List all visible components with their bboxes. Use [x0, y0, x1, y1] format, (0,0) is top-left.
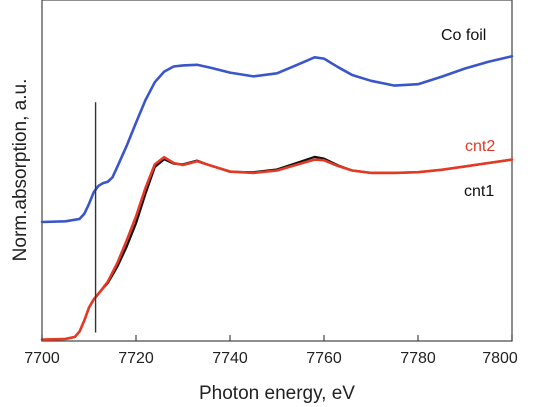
- x-axis: 7700 7720 7740 7760 7780 7800: [24, 335, 518, 367]
- x-tick-label: 7740: [212, 350, 248, 367]
- plot-area: [40, 0, 514, 342]
- x-tick-label: 7780: [400, 350, 436, 367]
- x-axis-title: Photon energy, eV: [199, 383, 355, 404]
- series-layer: [40, 54, 514, 341]
- plot-frame: [41, 0, 513, 342]
- series-line-co-foil: [40, 54, 514, 224]
- series-label-co-foil: Co foil: [441, 27, 486, 44]
- y-axis-title: Norm.absorption, a.u.: [10, 79, 31, 262]
- series-line-cnt1: [40, 155, 514, 341]
- x-tick-label: 7760: [306, 350, 342, 367]
- series-line-cnt2: [40, 155, 514, 341]
- series-label-cnt1: cnt1: [464, 183, 494, 200]
- x-tick-label: 7800: [482, 350, 518, 367]
- series-labels: Co foil cnt2 cnt1: [441, 27, 495, 200]
- series-label-cnt2: cnt2: [465, 138, 495, 155]
- x-tick-label: 7700: [24, 350, 60, 367]
- x-tick-label: 7720: [118, 350, 154, 367]
